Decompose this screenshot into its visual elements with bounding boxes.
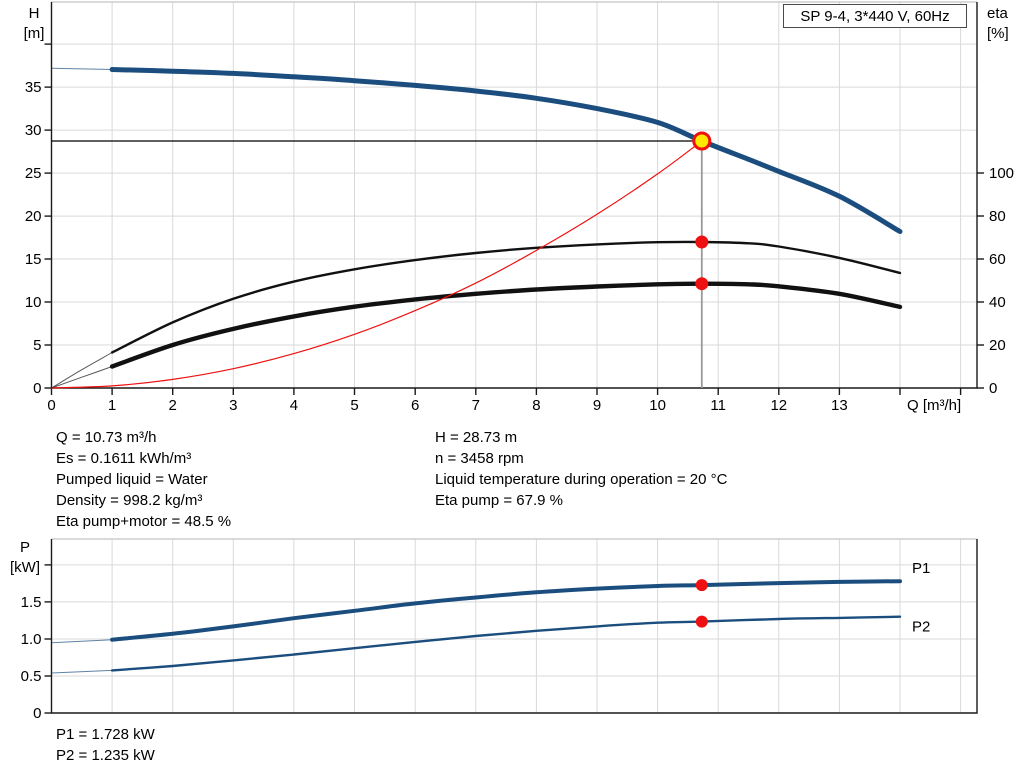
head-curve-lead <box>51 67 113 70</box>
x-axis-tick-label: 0 <box>47 397 55 414</box>
eta-pump-point-marker <box>695 235 709 249</box>
eta-pump-curve-lead <box>51 352 113 389</box>
eta-pump-motor-curve-lead <box>51 366 113 389</box>
y-left-tick-label: 15 <box>25 251 42 268</box>
p2-curve <box>110 615 902 672</box>
eta-pump-curve <box>110 240 902 354</box>
p1-curve <box>110 579 902 642</box>
y-right-tick-label: 40 <box>989 294 1006 311</box>
eta-axis-label-line2: [%] <box>987 25 1009 42</box>
pump-title-text: SP 9-4, 3*440 V, 60Hz <box>800 7 950 25</box>
p1-point-marker <box>695 579 708 592</box>
eta-pump-motor-curve <box>109 281 903 369</box>
duty-info-line: Es = 0.1611 kWh/m³ <box>56 450 192 467</box>
p1-curve-lead <box>51 639 113 644</box>
pump-title-box: SP 9-4, 3*440 V, 60Hz <box>783 4 967 28</box>
y-right-tick-label: 80 <box>989 208 1006 225</box>
x-axis-tick-label: 7 <box>472 397 480 414</box>
duty-info-line: Eta pump = 67.9 % <box>435 492 563 509</box>
power-chart-svg[interactable]: 0 0.5 1.0 1.5 P1 P2 <box>0 530 1024 740</box>
eta-pump-motor-point-marker <box>695 277 709 291</box>
head-axis-label: H [m] <box>16 4 52 44</box>
eta-axis-label-line1: eta <box>987 5 1008 22</box>
head-axis-label-line1: H <box>28 5 40 22</box>
y-left-tick-label: 1.5 <box>21 594 42 611</box>
p1-curve-label: P1 <box>912 560 930 577</box>
y-right-tick-label: 100 <box>989 165 1014 182</box>
p2-point-marker <box>695 615 708 628</box>
power-axis-label-line2: [kW] <box>10 559 40 576</box>
head-curve <box>109 67 903 234</box>
x-axis-tick-label: 13 <box>831 397 848 414</box>
y-left-tick-label: 10 <box>25 294 42 311</box>
power-axis-label: P [kW] <box>2 538 48 578</box>
system-curve <box>51 140 703 389</box>
y-left-tick-label: 0 <box>33 380 41 397</box>
power-readout-line: P1 = 1.728 kW <box>56 726 155 743</box>
duty-info-right-column: H = 28.73 m n = 3458 rpm Liquid temperatur… <box>435 427 727 511</box>
x-axis-tick-label: 11 <box>710 397 726 414</box>
eta-axis-label: eta [%] <box>987 4 1024 44</box>
x-axis-tick-label: 8 <box>532 397 540 414</box>
plot-frame <box>50 539 978 714</box>
power-axis-label-line1: P <box>19 539 30 556</box>
duty-info-line: Eta pump+motor = 48.5 % <box>56 513 232 530</box>
head-axis-label-line2: [m] <box>23 25 45 42</box>
y-left-tick-label: 30 <box>25 122 42 139</box>
y-left-tick-label: 1.0 <box>21 631 42 648</box>
y-left-tick-label: 5 <box>33 337 41 354</box>
x-axis-tick-label: 6 <box>411 397 419 414</box>
x-axis-title: Q [m³/h] <box>907 397 961 414</box>
duty-info-line: Density = 998.2 kg/m³ <box>56 492 203 509</box>
power-readout-line: P2 = 1.235 kW <box>56 747 155 764</box>
p2-curve-label: P2 <box>912 619 930 636</box>
p2-curve-lead <box>51 669 113 674</box>
y-left-tick-label: 35 <box>25 79 42 96</box>
power-readout-block: P1 = 1.728 kW P2 = 1.235 kW <box>56 724 155 766</box>
duty-info-line: Pumped liquid = Water <box>56 471 208 488</box>
y-left-tick-label: 0.5 <box>21 668 42 685</box>
y-right-tick-label: 20 <box>989 337 1006 354</box>
duty-info-line: Q = 10.73 m³/h <box>56 429 157 446</box>
x-axis-tick-label: 3 <box>229 397 237 414</box>
y-right-tick-label: 60 <box>989 251 1006 268</box>
duty-info-line: Liquid temperature during operation = 20… <box>435 471 728 488</box>
x-axis-tick-label: 5 <box>350 397 358 414</box>
x-axis-tick-label: 4 <box>290 397 298 414</box>
duty-info-left-column: Q = 10.73 m³/h Es = 0.1611 kWh/m³ Pumped l… <box>56 427 231 532</box>
y-left-tick-label: 25 <box>25 165 42 182</box>
x-axis-tick-label: 2 <box>169 397 177 414</box>
x-axis-tick-label: 12 <box>770 397 787 414</box>
y-left-tick-label: 20 <box>25 208 42 225</box>
y-left-tick-label: 0 <box>33 705 41 722</box>
y-right-tick-label: 0 <box>989 380 997 397</box>
duty-info-line: n = 3458 rpm <box>435 450 524 467</box>
duty-info-line: H = 28.73 m <box>435 429 518 446</box>
x-axis-tick-label: 9 <box>593 397 601 414</box>
x-axis-tick-label: 10 <box>649 397 666 414</box>
duty-point-marker[interactable] <box>692 131 712 151</box>
head-eta-chart-svg[interactable]: 0 1 2 3 4 5 6 7 8 9 10 11 12 13 Q [m³/h]05101520253035… <box>0 0 1024 420</box>
plot-frame <box>50 2 978 389</box>
x-axis-tick-label: 1 <box>108 397 116 414</box>
